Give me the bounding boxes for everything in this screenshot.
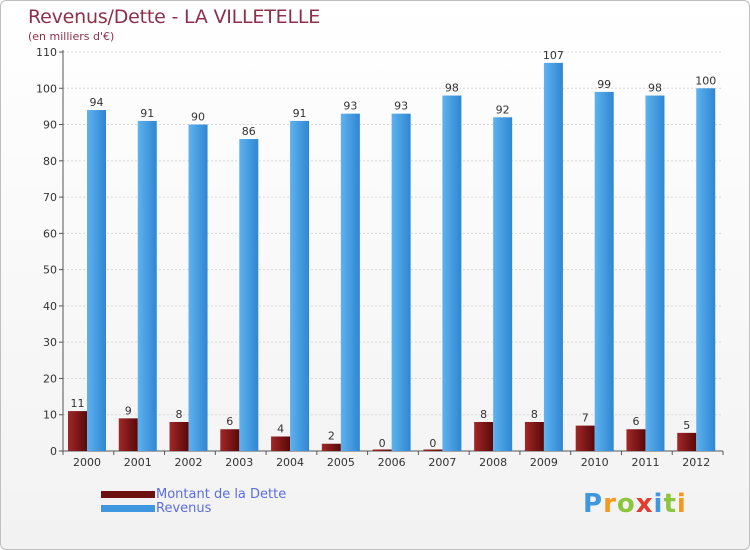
data-label: 8 xyxy=(531,408,538,421)
bar-dette xyxy=(169,421,189,451)
bar-dette xyxy=(524,421,544,451)
x-tick-label: 2011 xyxy=(631,456,659,469)
bar-dette xyxy=(423,449,443,451)
bar-revenus xyxy=(493,117,513,452)
data-label: 98 xyxy=(648,82,662,95)
chart-subtitle: (en milliers d'€) xyxy=(28,30,115,43)
data-label: 93 xyxy=(394,100,408,113)
data-label: 92 xyxy=(496,103,510,116)
y-tick-label: 0 xyxy=(50,445,57,458)
logo-letter: x xyxy=(635,489,654,519)
proxiti-logo: Proxiti xyxy=(583,489,687,519)
x-tick-label: 2012 xyxy=(682,456,710,469)
logo-letter: i xyxy=(653,489,664,519)
data-label: 6 xyxy=(226,415,233,428)
data-label: 98 xyxy=(445,82,459,95)
data-label: 100 xyxy=(695,74,716,87)
x-tick-label: 2007 xyxy=(428,456,456,469)
bar-revenus xyxy=(645,95,665,451)
bar-revenus xyxy=(543,62,563,452)
bar-dette xyxy=(372,449,392,451)
y-tick-label: 30 xyxy=(43,336,57,349)
x-tick-label: 2004 xyxy=(276,456,304,469)
bar-dette xyxy=(575,425,595,451)
logo-letter: r xyxy=(603,489,617,519)
data-label: 90 xyxy=(191,111,205,124)
y-tick-label: 50 xyxy=(43,264,57,277)
y-tick-label: 20 xyxy=(43,372,57,385)
y-tick-label: 60 xyxy=(43,227,57,240)
data-label: 0 xyxy=(379,437,386,450)
x-tick-label: 2000 xyxy=(73,456,101,469)
data-label: 99 xyxy=(597,78,611,91)
bar-revenus xyxy=(290,120,310,451)
y-tick-label: 40 xyxy=(43,300,57,313)
bar-revenus xyxy=(340,113,360,451)
data-label: 11 xyxy=(71,397,85,410)
x-tick-label: 2010 xyxy=(581,456,609,469)
data-label: 94 xyxy=(90,96,104,109)
chart-title: Revenus/Dette - LA VILLETELLE xyxy=(28,6,321,28)
data-label: 9 xyxy=(125,404,132,417)
y-tick-label: 110 xyxy=(36,46,57,59)
data-label: 6 xyxy=(632,415,639,428)
legend-swatch-revenus xyxy=(101,505,155,512)
data-label: 93 xyxy=(343,100,357,113)
x-tick-label: 2002 xyxy=(175,456,203,469)
grid-lines xyxy=(63,51,723,416)
data-label: 2 xyxy=(328,430,335,443)
bars xyxy=(68,62,716,452)
bar-revenus xyxy=(391,113,411,451)
y-tick-label: 100 xyxy=(36,82,57,95)
bar-dette xyxy=(220,429,240,451)
x-tick-label: 2008 xyxy=(479,456,507,469)
bar-dette xyxy=(271,436,291,451)
x-tick-label: 2005 xyxy=(327,456,355,469)
x-tick-label: 2003 xyxy=(225,456,253,469)
bar-dette xyxy=(626,429,646,451)
y-tick-label: 70 xyxy=(43,191,57,204)
x-tick-label: 2006 xyxy=(378,456,406,469)
data-label: 91 xyxy=(293,107,307,120)
logo-letter: i xyxy=(676,489,687,519)
y-tick-label: 80 xyxy=(43,155,57,168)
bar-revenus xyxy=(594,91,614,452)
y-tick-label: 10 xyxy=(43,409,57,422)
y-tick-label: 90 xyxy=(43,119,57,132)
bar-dette xyxy=(68,411,87,451)
legend-label-dette: Montant de la Dette xyxy=(156,487,287,502)
x-tick-label: 2001 xyxy=(124,456,152,469)
bar-dette xyxy=(118,418,138,451)
data-label: 7 xyxy=(582,412,589,425)
data-label: 86 xyxy=(242,125,256,138)
data-label: 107 xyxy=(543,49,564,62)
data-label: 0 xyxy=(429,437,436,450)
bar-revenus xyxy=(696,88,716,451)
legend-swatch-dette xyxy=(101,491,155,498)
bar-revenus xyxy=(442,95,462,451)
logo-letter: o xyxy=(616,489,636,519)
bar-revenus xyxy=(188,124,208,451)
data-labels: 11 94 9 91 8 90 6 86 4 91 2 93 0 93 0 98 8 92 8 107 7 99 6 98 5 1… xyxy=(71,49,717,450)
data-label: 8 xyxy=(480,408,487,421)
data-label: 5 xyxy=(683,419,690,432)
bar-revenus xyxy=(137,120,157,451)
bar-dette xyxy=(677,432,697,451)
bar-revenus xyxy=(239,139,259,451)
logo-letter: t xyxy=(663,489,677,519)
bar-dette xyxy=(474,421,494,451)
bar-revenus xyxy=(87,110,106,451)
logo-letter: P xyxy=(583,489,604,519)
data-label: 8 xyxy=(176,408,183,421)
x-tick-label: 2009 xyxy=(530,456,558,469)
legend-label-revenus: Revenus xyxy=(156,501,212,516)
bar-dette xyxy=(321,443,341,451)
data-label: 91 xyxy=(140,107,154,120)
data-label: 4 xyxy=(277,422,284,435)
